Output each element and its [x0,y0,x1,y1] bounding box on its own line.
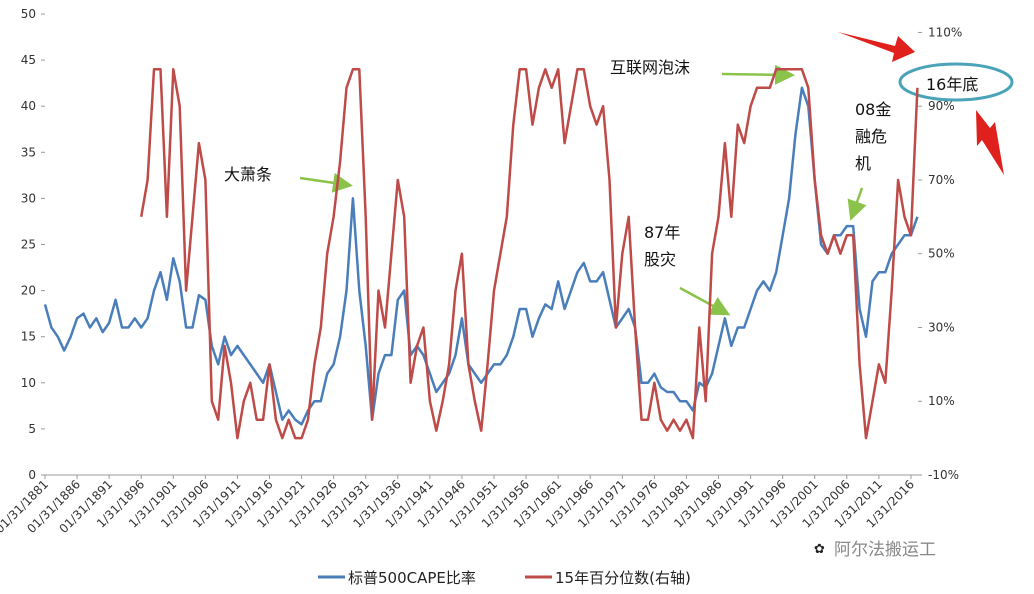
annotation: 股灾 [644,250,676,269]
y2-tick-label: 70% [928,173,955,187]
y2-tick-label: 10% [928,394,955,408]
series-line [139,68,919,440]
watermark: 阿尔法搬运工 [834,540,936,560]
y-tick-label: 15 [21,330,36,344]
y2-tick-label: 110% [928,25,962,39]
annotation-arrows [299,64,867,316]
y-tick-label: 40 [21,99,36,113]
annotation: 大萧条 [224,165,272,184]
annotation: 互联网泡沫 [610,58,690,77]
y2-tick-label: 90% [928,99,955,113]
highlight-ellipse [898,62,1014,102]
y-tick-label: 50 [21,7,36,21]
y-tick-label: 35 [21,145,36,159]
watermark-icon: ✿ [814,542,825,557]
series-line [43,86,919,426]
y-tick-label: 10 [21,376,36,390]
y-tick-label: 0 [28,468,36,482]
annotation: 08金 [855,100,891,119]
y-tick-label: 20 [21,284,36,298]
legend-label: 15年百分位数(右轴) [555,569,691,587]
annotation: 机 [855,154,871,173]
y2-tick-label: 30% [928,320,955,334]
annotation: 16年底 [926,75,978,94]
y-tick-label: 5 [28,422,36,436]
annotation: 融危 [855,127,887,146]
y-tick-label: 45 [21,53,36,67]
y2-tick-label: -10% [928,468,959,482]
annotation: 87年 [644,223,680,242]
red-arrows [838,32,1004,175]
y2-tick-label: 50% [928,247,955,261]
y-tick-label: 30 [21,191,36,205]
legend-label: 标普500CAPE比率 [348,569,476,587]
y-tick-label: 25 [21,238,36,252]
